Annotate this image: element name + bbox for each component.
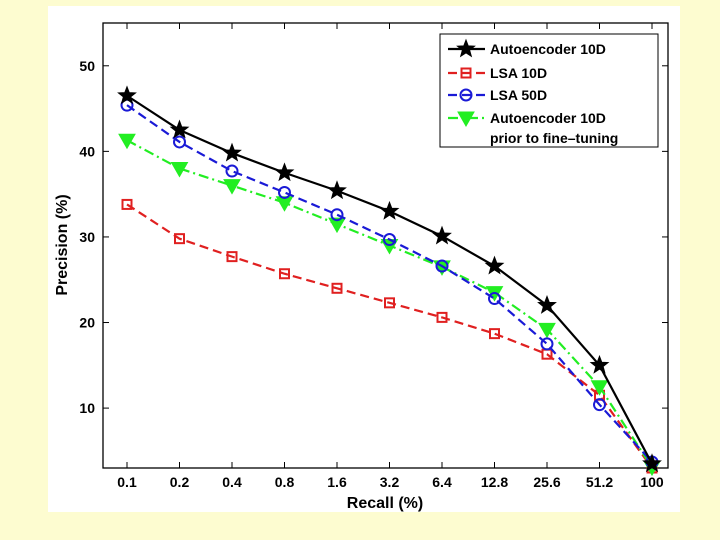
x-tick-label: 0.2	[170, 474, 190, 490]
y-axis-label: Precision (%)	[54, 194, 71, 295]
data-point	[589, 354, 610, 374]
data-point	[279, 268, 290, 280]
x-axis-label: Recall (%)	[347, 495, 423, 512]
y-tick-label: 30	[79, 229, 95, 245]
series-layer	[117, 85, 662, 477]
y-tick-label: 50	[79, 58, 95, 74]
data-point	[432, 225, 452, 245]
data-point	[590, 380, 609, 396]
data-point	[384, 297, 395, 309]
x-axis: 0.1 0.2 0.4 0.8 1.6 3.2 6.4 12.8 25.6 51.2 100	[117, 23, 664, 490]
data-point	[118, 133, 136, 150]
legend-label: prior to fine–tuning	[490, 130, 618, 146]
data-point	[173, 135, 186, 149]
legend-label: LSA 50D	[490, 87, 547, 103]
data-point	[383, 233, 396, 247]
y-tick-label: 20	[79, 315, 95, 331]
data-point	[642, 453, 662, 473]
legend-label: Autoencoder 10D	[490, 41, 606, 57]
data-point	[274, 162, 295, 182]
data-point	[435, 259, 449, 273]
y-tick-label: 10	[79, 400, 95, 416]
legend-label: Autoencoder 10D	[490, 110, 606, 126]
x-tick-label: 0.4	[222, 474, 242, 490]
x-tick-label: 100	[640, 474, 664, 490]
legend-label: LSA 10D	[490, 65, 547, 81]
y-tick-label: 40	[79, 143, 95, 159]
data-point	[222, 142, 242, 162]
data-point	[488, 292, 501, 306]
legend-marker	[456, 38, 476, 58]
data-point	[223, 179, 241, 195]
legend-marker	[460, 67, 472, 79]
data-point	[121, 198, 133, 210]
data-point	[489, 328, 500, 340]
data-point	[225, 164, 239, 178]
x-tick-label: 3.2	[380, 474, 400, 490]
x-tick-label: 12.8	[481, 474, 508, 490]
data-point	[540, 337, 554, 351]
data-point	[328, 217, 346, 234]
data-point	[538, 322, 556, 339]
legend-marker	[457, 111, 475, 128]
series-line	[126, 203, 653, 469]
legend-box	[439, 33, 659, 148]
y-axis: 10 20 30 40 50	[79, 58, 668, 416]
data-point	[436, 311, 448, 323]
series-group	[121, 198, 658, 474]
data-point	[484, 255, 505, 275]
x-tick-label: 25.6	[533, 474, 560, 490]
data-point	[117, 85, 137, 105]
series-group	[117, 85, 662, 473]
data-point	[327, 180, 347, 200]
data-point	[226, 251, 238, 263]
x-tick-label: 51.2	[586, 474, 613, 490]
data-point	[174, 233, 185, 245]
series-line	[126, 104, 653, 463]
data-point	[170, 161, 189, 178]
data-point	[278, 185, 291, 199]
data-point	[169, 119, 190, 139]
data-point	[331, 282, 343, 294]
legend: Autoencoder 10D LSA 10D LSA 50D Autoencoder…	[439, 33, 659, 148]
data-point	[593, 398, 606, 412]
data-point	[537, 294, 557, 314]
x-tick-label: 0.8	[275, 474, 295, 490]
x-tick-label: 6.4	[432, 474, 452, 490]
x-tick-label: 0.1	[117, 474, 137, 490]
data-point	[330, 208, 344, 222]
legend-marker	[459, 88, 473, 102]
data-point	[275, 196, 294, 212]
x-tick-label: 1.6	[327, 474, 347, 490]
data-point	[379, 200, 400, 220]
